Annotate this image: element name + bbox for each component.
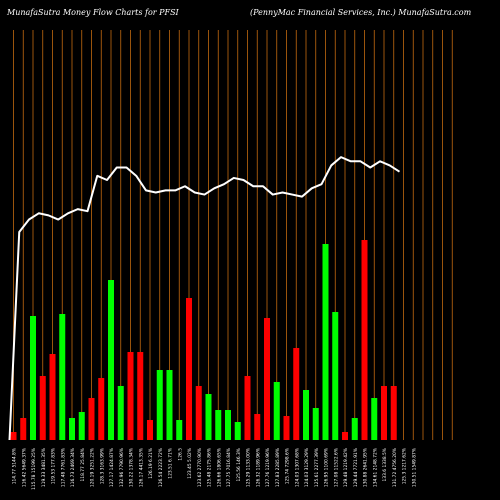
x-tick-label: 123.62 2770.90% — [197, 448, 203, 487]
x-tick-label: 131.72 4756.20% — [392, 448, 398, 487]
inflow-bar — [234, 422, 241, 440]
outflow-bar — [137, 352, 144, 440]
inflow-bar — [117, 386, 124, 440]
x-tick-label: 116.42 5649.37% — [21, 448, 27, 487]
inflow-bar — [205, 394, 212, 440]
x-tick-label: 129.48 1219.42% — [343, 448, 349, 487]
inflow-bar — [176, 420, 183, 440]
outflow-bar — [186, 298, 192, 440]
outflow-bar — [244, 376, 251, 440]
x-tick-label: 118.77 25.84% — [80, 448, 86, 482]
outflow-bar — [147, 420, 153, 440]
x-tick-label: 125.48 2175.86% — [207, 448, 213, 487]
x-tick-label: 120.19 3251.22% — [90, 448, 96, 487]
x-tick-label: 116.73 2469.34% — [70, 448, 76, 487]
x-tick-label: 128.3 3163.99% — [99, 448, 105, 484]
inflow-bar — [351, 418, 358, 440]
x-tick-label: 126.95 1100.69% — [324, 448, 330, 487]
outflow-bar — [254, 414, 261, 440]
x-tick-label: 126.66 1806.65% — [216, 448, 222, 487]
x-tick-label: 124.03 3129.29% — [304, 448, 310, 487]
outflow-bar — [98, 378, 105, 440]
x-tick-label: 115.78 15199.25% — [31, 448, 37, 490]
inflow-bar — [108, 280, 114, 440]
inflow-bar — [303, 390, 309, 440]
inflow-bar — [312, 408, 319, 440]
price-line — [8, 156, 401, 441]
x-tick-label: 123.45 5.02% — [187, 448, 193, 479]
x-tick-label: 125.61 2277.39% — [314, 448, 320, 487]
x-axis-labels: 114.77 5144.8% 116.42 5649.37% 115.78 1519… — [12, 448, 418, 490]
inflow-bar — [371, 398, 378, 440]
outflow-bar — [283, 416, 290, 440]
x-tick-label: 130.51 1549.87% — [411, 448, 417, 487]
x-tick-label: 114.77 5144.8% — [12, 448, 18, 484]
x-tick-label: 126.17 4413.35% — [138, 448, 144, 487]
x-tick-label: 125.74 7298.6% — [285, 448, 291, 484]
inflow-bar — [69, 418, 75, 440]
x-tick-label: 127.17 1424.87% — [109, 448, 115, 487]
inflow-bar — [225, 410, 231, 440]
inflow-bar — [322, 244, 329, 440]
inflow-bar — [78, 412, 85, 440]
x-tick-label: 127.83 2285.89% — [275, 448, 281, 487]
x-tick-label: 125.3 1217.62% — [402, 448, 408, 484]
money-flow-bars — [10, 240, 397, 440]
x-tick-label: 125.56 146.3% — [236, 448, 242, 482]
x-tick-label: 129.44 7721.91% — [353, 448, 359, 487]
x-tick-label: 123.51 6.71% — [168, 448, 174, 479]
outflow-bar — [381, 386, 387, 440]
outflow-bar — [361, 240, 368, 440]
x-tick-label: 126.5 — [177, 448, 183, 461]
inflow-bar — [30, 316, 36, 440]
inflow-bar — [273, 382, 280, 440]
outflow-bar — [88, 398, 95, 440]
outflow-bar — [264, 318, 270, 440]
x-tick-label: 133.6 1338.5% — [382, 448, 388, 482]
chart-title-right: (PennyMac Financial Services, Inc.) Muna… — [250, 8, 472, 17]
x-tick-label: 127.76 1219.96% — [265, 448, 271, 487]
outflow-bar — [390, 386, 397, 440]
inflow-bar — [215, 410, 222, 440]
x-tick-label: 119.53 177.83% — [51, 448, 57, 484]
x-tick-label: 127.75 7016.84% — [226, 448, 232, 487]
x-tick-label: 132.96 7790.96% — [119, 448, 125, 487]
x-tick-label: 127.08 11522.6% — [333, 448, 339, 487]
outflow-bar — [20, 418, 27, 440]
inflow-bar — [332, 312, 339, 440]
x-tick-label: 126.32 1189.96% — [255, 448, 261, 487]
inflow-bar — [156, 370, 163, 440]
outflow-bar — [10, 432, 17, 440]
grid-lines — [13, 30, 453, 440]
x-tick-label: 130.22 1378.34% — [129, 448, 135, 487]
outflow-bar — [195, 386, 202, 440]
x-tick-label: 125.29 1133.00% — [246, 448, 252, 487]
outflow-bar — [127, 352, 134, 440]
outflow-bar — [39, 376, 46, 440]
x-tick-label: 134.61 2148.72% — [372, 448, 378, 487]
x-tick-label: 126.54 2223.72% — [158, 448, 164, 487]
outflow-bar — [342, 432, 348, 440]
inflow-bar — [166, 370, 173, 440]
inflow-bar — [59, 314, 66, 440]
x-tick-label: 117.48 7761.83% — [60, 448, 66, 487]
outflow-bar — [293, 348, 300, 440]
x-tick-label: 124.03 1307.68% — [294, 448, 300, 487]
x-tick-label: 126.19 6.21% — [148, 448, 154, 479]
outflow-bar — [49, 354, 56, 440]
x-tick-label: 130.88 2641.95% — [363, 448, 369, 487]
chart-title-left: MunafaSutra Money Flow Charts for PFSI — [7, 8, 179, 17]
price-line-group — [8, 156, 401, 441]
x-tick-label: 119.33 3481.35% — [41, 448, 47, 487]
